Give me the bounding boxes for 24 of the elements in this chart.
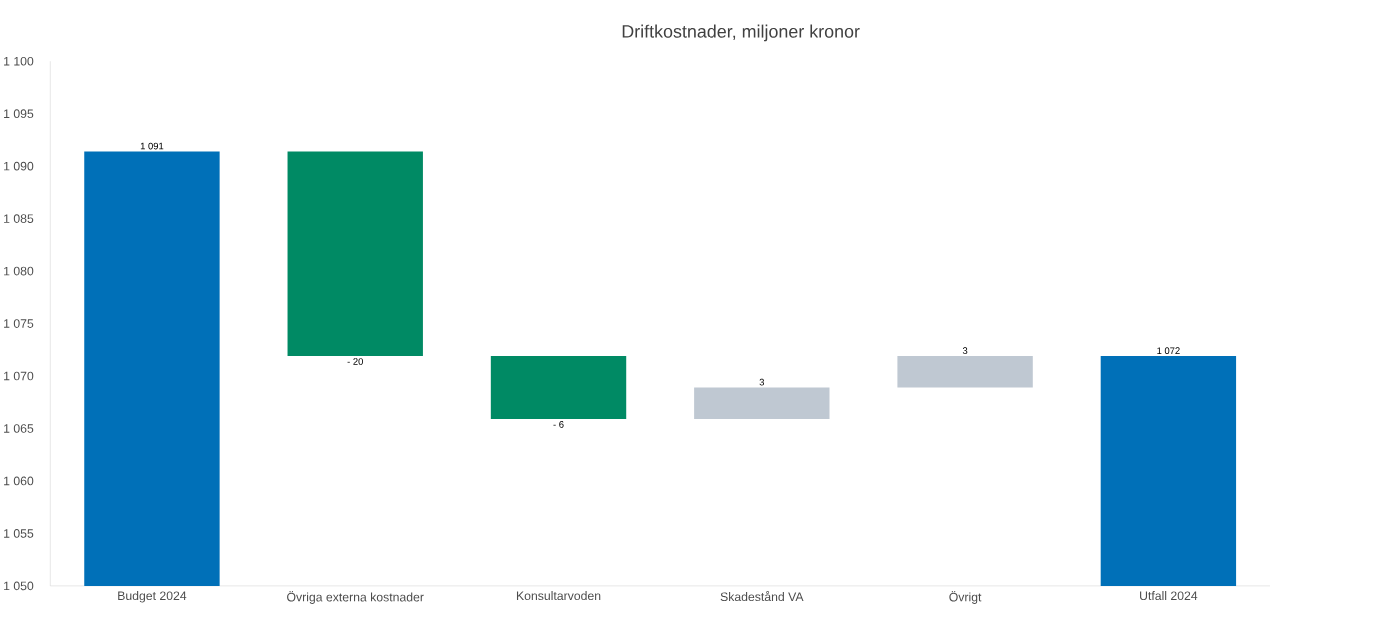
data-label: 1 072 — [1157, 347, 1180, 354]
y-tick-label: 1 065 — [4, 424, 34, 433]
y-tick-label: 1 075 — [4, 319, 34, 328]
y-tick-label: 1 085 — [4, 214, 34, 223]
x-tick-label: Konsultarvoden — [516, 591, 601, 601]
data-label: - 20 — [347, 358, 363, 365]
y-tick-label: 1 095 — [4, 109, 34, 118]
x-tick-label: Utfall 2024 — [1140, 591, 1198, 601]
x-tick-label: Övriga externa kostnader — [287, 591, 424, 604]
y-tick-label: 1 080 — [4, 266, 34, 276]
y-tick-label: 1 050 — [4, 581, 34, 591]
x-tick-label: Övrigt — [949, 591, 982, 604]
x-tick-label: Skadestånd VA — [720, 591, 804, 602]
y-tick-label: 1 060 — [4, 476, 34, 486]
x-tick-label: Budget 2024 — [118, 591, 187, 603]
y-tick-label: 1 070 — [4, 371, 34, 381]
y-tick-label: 1 090 — [4, 161, 34, 171]
y-tick-label: 1 055 — [4, 529, 34, 538]
chart-title: Driftkostnader, miljoner kronor — [622, 24, 860, 42]
data-label: - 6 — [553, 421, 564, 428]
data-label: 3 — [759, 378, 765, 386]
y-tick-label: 1 100 — [4, 56, 34, 66]
data-label: 3 — [962, 347, 968, 354]
data-label: 1 091 — [140, 142, 164, 150]
